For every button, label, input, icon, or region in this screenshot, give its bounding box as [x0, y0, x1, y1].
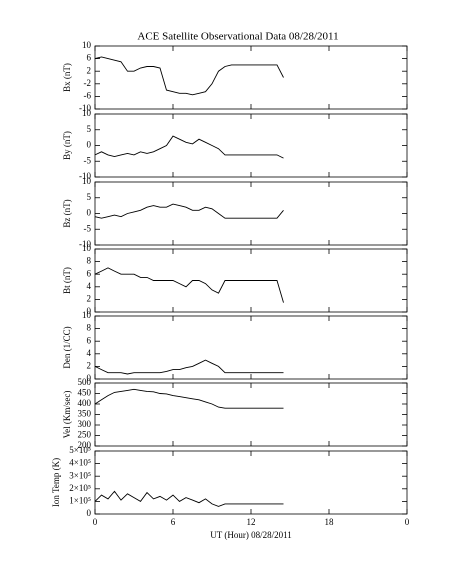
x-tick-label: 12: [247, 517, 256, 527]
y-axis-label: Vel (Km/sec): [62, 391, 72, 439]
y-tick-label: 2: [87, 360, 92, 370]
panel-frame: [94, 113, 408, 178]
y-tick-label: 8: [87, 256, 92, 266]
y-tick-label: -10: [79, 171, 91, 181]
y-tick-label: 0: [87, 373, 92, 383]
y-tick-label: -10: [79, 103, 91, 113]
y-tick-label: -2: [84, 78, 92, 88]
y-tick-label: 0: [87, 208, 92, 218]
y-tick-label: 5: [87, 124, 92, 134]
y-tick-label: -6: [84, 90, 92, 100]
data-line: [94, 388, 284, 409]
y-tick-label: 400: [78, 398, 92, 408]
y-tick-label: 200: [78, 440, 92, 450]
y-axis-label: Bt (nT): [62, 267, 72, 294]
y-tick-label: 6: [87, 335, 92, 345]
y-tick-label: 2: [87, 65, 92, 75]
y-tick-label: 6: [87, 268, 92, 278]
y-tick-label: 4×10⁵: [69, 458, 91, 468]
y-tick-label: 10: [82, 310, 92, 320]
y-tick-label: 250: [78, 430, 92, 440]
y-tick-label: 0: [87, 306, 92, 316]
x-tick-label: 0: [93, 517, 98, 527]
y-tick-label: 0: [87, 508, 92, 518]
y-tick-label: -5: [84, 223, 92, 233]
y-tick-label: 10: [82, 40, 92, 50]
y-tick-label: 6: [87, 53, 92, 63]
y-tick-label: 10: [82, 243, 92, 253]
data-line: [94, 56, 284, 96]
y-tick-label: 3×10⁵: [69, 470, 91, 480]
y-tick-label: 500: [78, 377, 92, 387]
y-tick-label: 10: [82, 108, 92, 118]
y-tick-label: -5: [84, 155, 92, 165]
data-line: [94, 203, 284, 219]
y-tick-label: 4: [87, 281, 92, 291]
data-line: [94, 490, 284, 507]
panel-frame: [94, 315, 408, 380]
y-axis-label: Bx (nT): [62, 63, 72, 92]
y-tick-label: 300: [78, 419, 92, 429]
y-axis-label: Den (1/CC): [62, 326, 72, 368]
panel-frame: [94, 45, 408, 110]
y-tick-label: -10: [79, 239, 91, 249]
y-axis-label: By (nT): [62, 131, 72, 160]
y-tick-label: 5: [87, 192, 92, 202]
y-tick-label: 4: [87, 348, 92, 358]
chart-title: ACE Satellite Observational Data 08/28/2…: [137, 31, 338, 43]
data-line: [94, 135, 284, 159]
x-tick-label: 6: [171, 517, 176, 527]
y-tick-label: 5×10⁵: [69, 445, 91, 455]
y-tick-label: 0: [87, 140, 92, 150]
y-tick-label: 2×10⁵: [69, 483, 91, 493]
x-axis-label: UT (Hour) 08/28/2011: [210, 530, 292, 540]
x-tick-label: 0: [405, 517, 410, 527]
y-tick-label: 2: [87, 293, 92, 303]
y-axis-label: Bz (nT): [62, 199, 72, 227]
x-tick-label: 18: [325, 517, 335, 527]
data-line: [94, 267, 284, 303]
panel-frame: [94, 382, 408, 447]
panel-frame: [94, 181, 408, 246]
y-axis-label: Ion Temp (K): [51, 458, 61, 507]
y-tick-label: 450: [78, 388, 92, 398]
y-tick-label: 8: [87, 323, 92, 333]
panel-frame: [94, 450, 408, 515]
y-tick-label: 10: [82, 176, 92, 186]
y-tick-label: 350: [78, 409, 92, 419]
y-tick-label: 1×10⁵: [69, 495, 91, 505]
data-line: [94, 359, 284, 375]
